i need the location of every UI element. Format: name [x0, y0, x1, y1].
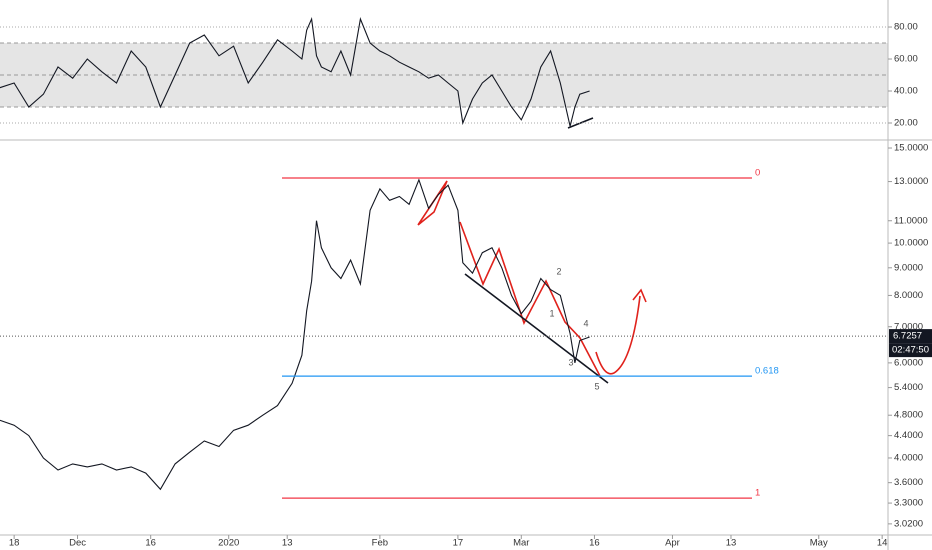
y-tick-label: 4.4000 — [894, 430, 923, 441]
x-tick-label: Apr — [665, 538, 680, 549]
y-tick-label: 3.3000 — [894, 498, 923, 509]
current-price-label: 6.7257 — [893, 331, 922, 342]
x-tick-label: May — [810, 538, 828, 549]
y-tick-label: 40.00 — [894, 86, 918, 97]
y-tick-label: 80.00 — [894, 22, 918, 33]
y-tick-label: 13.0000 — [894, 176, 928, 187]
x-tick-label: 14 — [877, 538, 888, 549]
wave-label: 4 — [583, 318, 588, 328]
x-tick-label: Feb — [372, 538, 388, 549]
x-tick-label: 18 — [9, 538, 20, 549]
y-tick-label: 7.0000 — [894, 321, 923, 332]
current-price-box — [889, 329, 932, 344]
y-tick-label: 60.00 — [894, 54, 918, 65]
y-tick-label: 15.0000 — [894, 143, 928, 154]
price-line — [0, 178, 590, 491]
x-tick-label: Dec — [69, 538, 86, 549]
x-tick-label: Mar — [513, 538, 529, 549]
y-tick-label: 3.6000 — [894, 477, 923, 488]
y-tick-label: 8.0000 — [894, 290, 923, 301]
x-tick-label: 17 — [453, 538, 464, 549]
y-tick-label: 5.4000 — [894, 382, 923, 393]
y-tick-label: 9.0000 — [894, 262, 923, 273]
projection-arrow — [595, 295, 641, 375]
y-tick-label: 11.0000 — [894, 215, 928, 226]
fib-label: 1 — [755, 488, 760, 499]
y-tick-label: 10.0000 — [894, 238, 928, 249]
y-tick-label: 20.00 — [894, 118, 918, 129]
countdown-box — [889, 343, 932, 358]
x-tick-label: 16 — [589, 538, 600, 549]
wave-label: 5 — [594, 381, 599, 391]
wave-label: 1 — [549, 308, 554, 318]
x-tick-label: 13 — [726, 538, 737, 549]
arrow-head — [632, 288, 647, 303]
rsi-trendline — [567, 117, 594, 129]
wave-zigzag — [459, 221, 601, 377]
x-tick-label: 2020 — [218, 538, 239, 549]
y-tick-label: 4.0000 — [894, 452, 923, 463]
y-tick-label: 6.0000 — [894, 357, 923, 368]
fib-label: 0.618 — [755, 366, 779, 377]
x-tick-label: 16 — [145, 538, 156, 549]
wave-label: 2 — [556, 266, 561, 276]
x-tick-label: 13 — [282, 538, 293, 549]
y-tick-label: 3.0200 — [894, 518, 923, 529]
fib-label: 0 — [755, 168, 760, 179]
wave-label: 3 — [568, 357, 573, 367]
y-tick-label: 4.8000 — [894, 410, 923, 421]
rsi-line — [0, 16, 590, 127]
trendline — [464, 273, 609, 384]
countdown-label: 02:47:50 — [892, 345, 929, 356]
